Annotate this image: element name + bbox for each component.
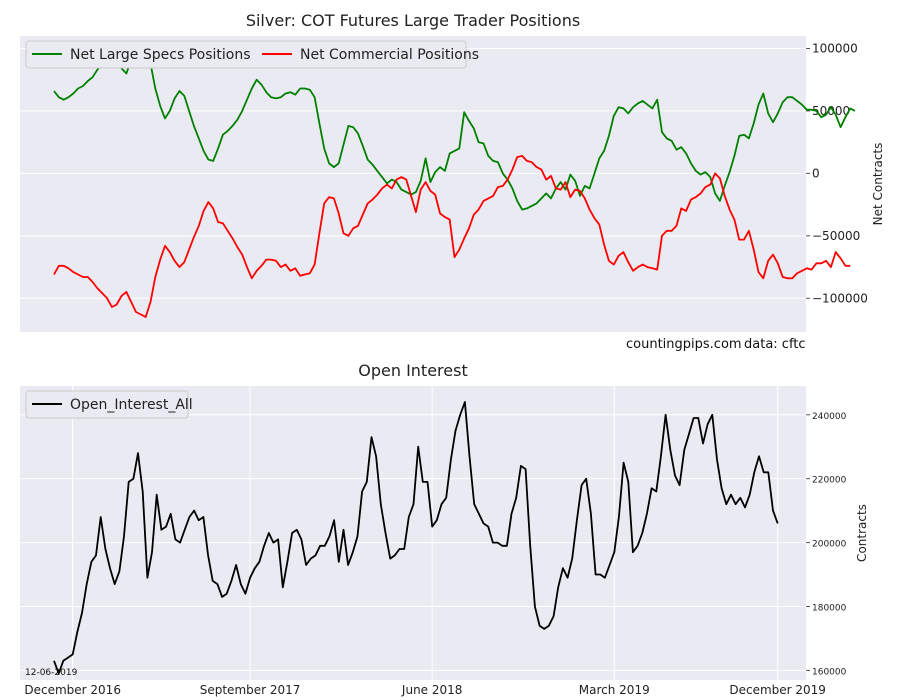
y-tick-label: 160000 (812, 667, 847, 677)
y-tick-label: 240000 (812, 412, 847, 422)
positions-chart-title: Silver: COT Futures Large Trader Positio… (246, 11, 580, 30)
positions-legend: Net Large Specs Positions Net Commercial… (25, 40, 479, 69)
positions-series (53, 41, 856, 318)
open-interest-plot-area (20, 386, 806, 680)
x-tick-label: December 2016 (24, 683, 121, 697)
source-site-note: countingpips.com (626, 337, 742, 352)
source-data-note: data: cftc (744, 337, 806, 352)
open-interest-legend-box (25, 390, 189, 419)
open-interest-gridlines (20, 386, 806, 680)
open-interest-y-axis-label: Contracts (855, 504, 869, 562)
series-line-open-interest-all (53, 401, 779, 675)
x-tick-label: March 2019 (579, 683, 650, 697)
legend-label-open-interest: Open_Interest_All (70, 397, 193, 413)
x-tick-label: June 2018 (401, 683, 463, 697)
open-interest-series (53, 401, 779, 675)
y-tick-label: 0 (812, 166, 820, 180)
x-tick-label: December 2019 (729, 683, 826, 697)
y-tick-label: 100000 (812, 41, 858, 55)
legend-label-commercial: Net Commercial Positions (300, 47, 479, 63)
open-interest-chart: Open Interest 160000 180000 200000 220000 24… (20, 361, 869, 697)
open-interest-x-ticks: December 2016 September 2017 June 2018 Marc… (24, 683, 826, 697)
y-tick-label: 50000 (812, 104, 850, 118)
y-tick-label: −100000 (812, 291, 868, 305)
positions-legend-box (25, 40, 467, 69)
date-stamp: 12-06-2019 (25, 668, 78, 678)
positions-y-axis-label: Net Contracts (871, 143, 885, 226)
open-interest-legend: Open_Interest_All (25, 390, 193, 419)
series-line-net-commercial-positions (53, 154, 851, 318)
legend-label-specs: Net Large Specs Positions (70, 47, 251, 63)
series-line-net-large-specs-positions (53, 41, 856, 211)
positions-y-ticks: 100000 50000 0 −50000 −100000 (806, 41, 868, 305)
open-interest-y-ticks: 160000 180000 200000 220000 240000 (806, 412, 847, 677)
y-tick-label: 220000 (812, 476, 847, 486)
positions-chart: Silver: COT Futures Large Trader Positio… (20, 11, 885, 332)
x-tick-label: September 2017 (200, 683, 301, 697)
y-tick-label: 180000 (812, 604, 847, 614)
open-interest-chart-title: Open Interest (358, 361, 467, 380)
y-tick-label: 200000 (812, 540, 847, 550)
positions-plot-area (20, 36, 806, 332)
y-tick-label: −50000 (812, 229, 860, 243)
